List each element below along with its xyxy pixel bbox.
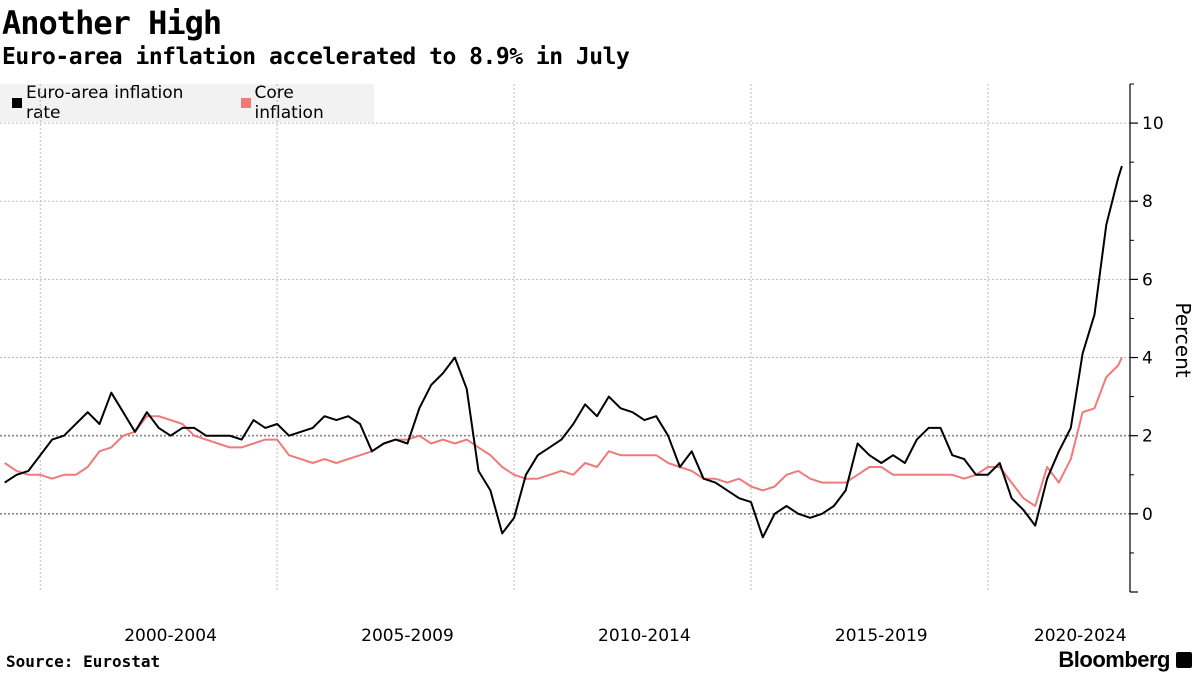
y-tick-label-6: 6 — [1142, 270, 1153, 290]
legend-label-headline: Euro-area inflation rate — [25, 83, 184, 123]
y-tick-label-8: 8 — [1142, 192, 1153, 212]
legend-swatch-core — [240, 98, 251, 108]
y-axis-label: Percent — [1171, 302, 1195, 377]
legend-item-headline: Euro-area inflation rate — [12, 83, 223, 123]
y-tick-label-4: 4 — [1142, 349, 1153, 369]
x-tick-label-3: 2015-2019 — [835, 626, 928, 646]
chart-legend: Euro-area inflation rate Core inflation — [0, 83, 374, 123]
x-tick-label-1: 2005-2009 — [361, 626, 454, 646]
y-tick-label-0: 0 — [1142, 505, 1153, 525]
y-tick-label-10: 10 — [1142, 114, 1164, 134]
x-tick-label-0: 2000-2004 — [124, 626, 217, 646]
brand-logo-text: Bloomberg — [1058, 647, 1170, 672]
source-note: Source: Eurostat — [6, 652, 161, 671]
bloomberg-icon — [1176, 652, 1192, 668]
y-tick-label-2: 2 — [1142, 427, 1153, 447]
x-tick-label-4: 2020-2024 — [1034, 626, 1127, 646]
series-line-core — [4, 357, 1123, 507]
series-line-headline — [4, 165, 1123, 539]
chart-title: Another High — [2, 4, 222, 42]
x-tick-label-2: 2010-2014 — [598, 626, 691, 646]
chart-subtitle: Euro-area inflation accelerated to 8.9% … — [2, 44, 630, 70]
legend-swatch-headline — [12, 98, 22, 108]
legend-item-core: Core inflation — [240, 83, 368, 123]
legend-label-core: Core inflation — [254, 83, 324, 123]
